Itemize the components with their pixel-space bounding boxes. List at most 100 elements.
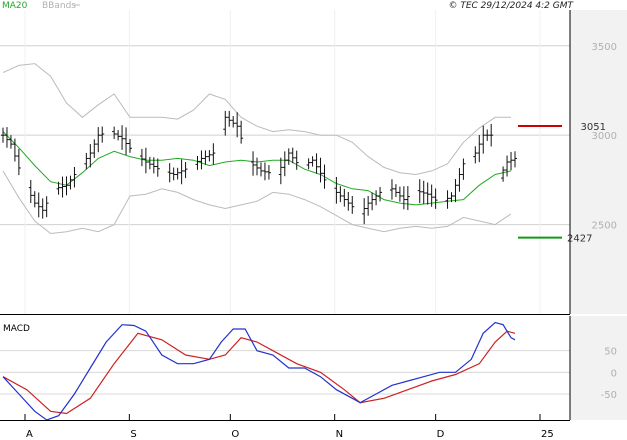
price-bar <box>453 179 458 203</box>
price-bar <box>505 155 510 177</box>
resistance-label: 3051 <box>581 122 606 133</box>
price-bar <box>405 186 410 211</box>
time-tick-label: S <box>130 429 136 440</box>
price-bar <box>421 180 426 205</box>
time-tick-label: A <box>26 429 33 440</box>
price-bar <box>251 151 256 176</box>
macd-main-line <box>2 321 516 421</box>
copyright-text: © TEC 29/12/2024 4:2 GMT <box>448 1 574 11</box>
bbands-legend-label: BBands <box>42 1 76 11</box>
price-bar <box>92 139 97 158</box>
price-bar <box>314 153 319 174</box>
price-bar <box>417 179 422 204</box>
price-bar <box>1 127 5 143</box>
macd-lines <box>2 321 516 421</box>
support-label: 2427 <box>567 234 592 245</box>
price-bar <box>40 198 45 219</box>
price-bar <box>175 167 180 180</box>
price-bar <box>338 186 343 203</box>
price-bar <box>449 192 454 203</box>
price-bar <box>128 138 133 153</box>
price-bar <box>8 135 13 149</box>
macd-signal-line <box>2 330 516 415</box>
price-bar <box>477 135 482 163</box>
price-bar <box>203 150 208 165</box>
price-bar <box>167 163 172 183</box>
price-bar <box>84 152 89 170</box>
price-grid <box>0 10 570 314</box>
price-tick-label: 2500 <box>592 221 617 232</box>
price-bar <box>179 159 184 185</box>
time-axis-ticks: A S O N D 25 <box>24 414 554 440</box>
price-bar <box>501 166 506 182</box>
price-bar <box>278 157 283 185</box>
price-bar <box>290 147 295 164</box>
macd-axis-ticks: 50 0 -50 <box>601 347 617 401</box>
price-bar <box>139 148 144 167</box>
price-bar <box>366 195 371 216</box>
price-bar <box>120 125 125 150</box>
price-bar <box>318 157 323 183</box>
price-bar <box>362 198 367 225</box>
price-bar <box>183 161 188 179</box>
price-bar <box>397 186 402 202</box>
price-bar <box>481 125 486 154</box>
price-bar <box>124 127 129 155</box>
price-bar <box>350 196 355 214</box>
price-bars <box>1 110 517 225</box>
price-bar <box>282 151 287 177</box>
price-bar <box>207 150 212 162</box>
price-bar <box>457 168 462 192</box>
price-bar <box>68 175 73 190</box>
price-bar <box>227 110 232 127</box>
price-bar <box>306 158 311 170</box>
price-bar <box>199 150 204 170</box>
price-bar <box>112 126 117 139</box>
macd-tick-label: 50 <box>604 347 617 358</box>
price-bar <box>378 186 383 202</box>
price-bar <box>239 120 244 144</box>
support-resistance: 3051 2427 <box>518 122 606 245</box>
price-bar <box>374 190 379 206</box>
price-axis-ticks: 3500 3000 2500 <box>592 42 617 232</box>
price-bar <box>32 191 37 208</box>
price-bar <box>389 179 394 200</box>
price-tick-label: 3500 <box>592 42 617 53</box>
price-bar <box>262 162 267 181</box>
price-axis-panel <box>570 10 627 314</box>
bb-upper-line <box>2 63 511 176</box>
price-bar <box>28 179 33 204</box>
price-bar <box>96 127 101 153</box>
price-bar <box>266 165 271 180</box>
price-bar <box>342 188 347 207</box>
price-bar <box>258 162 263 177</box>
price-bar <box>171 167 176 181</box>
price-bar <box>151 157 156 174</box>
price-bar <box>473 146 478 164</box>
price-bar <box>147 156 152 170</box>
bb-lower-line <box>2 170 512 235</box>
price-bar <box>223 110 228 136</box>
price-bar <box>64 176 69 196</box>
price-bar <box>513 151 517 168</box>
time-tick-label: D <box>437 429 445 440</box>
price-bar <box>294 150 299 170</box>
price-bar <box>16 148 21 176</box>
macd-tick-label: -50 <box>601 390 617 401</box>
price-bar <box>12 138 17 162</box>
price-bar <box>489 123 494 147</box>
price-tick-label: 3000 <box>592 131 617 142</box>
price-bar <box>429 184 434 207</box>
ma20-legend-label: MA20 <box>2 1 28 11</box>
macd-label: MACD <box>3 324 30 334</box>
price-bar <box>401 186 406 210</box>
price-bar <box>143 147 148 174</box>
price-bar <box>60 176 65 198</box>
price-bar <box>485 129 490 141</box>
price-bar <box>4 127 9 148</box>
price-bar <box>36 192 41 218</box>
bollinger-bands <box>2 63 512 235</box>
price-bar <box>425 182 430 205</box>
price-bar <box>255 157 260 176</box>
